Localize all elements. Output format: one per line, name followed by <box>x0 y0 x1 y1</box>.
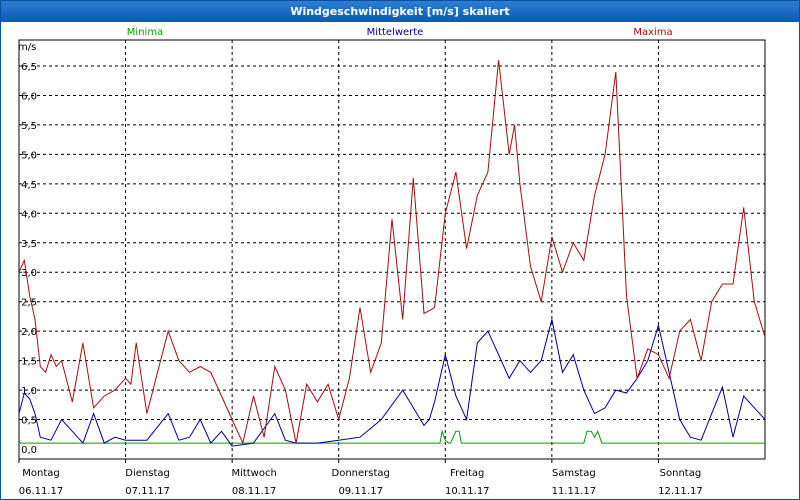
y-tick-label: 4,0 <box>21 209 37 220</box>
data-lines <box>18 60 766 447</box>
y-tick-label: 1,0 <box>21 386 37 397</box>
x-tick-day: Mittwoch <box>231 468 276 479</box>
x-tick-day: Freitag <box>450 468 484 479</box>
x-tick-date: 07.11.17 <box>125 486 170 497</box>
y-tick-label: 2,0 <box>21 327 37 338</box>
x-tick-day: Dienstag <box>125 468 170 479</box>
x-tick-date: 12.11.17 <box>658 486 703 497</box>
y-tick-label: 6,0 <box>21 91 37 102</box>
y-tick-label: 0,0 <box>21 445 37 456</box>
series-line-minima <box>19 429 765 444</box>
x-tick-date: 11.11.17 <box>552 486 597 497</box>
x-tick-date: 10.11.17 <box>445 486 490 497</box>
legend-maxima: Maxima <box>633 27 672 38</box>
legend-minima: Minima <box>127 27 163 38</box>
grid-lines <box>18 40 765 463</box>
y-tick-label: 5,0 <box>21 150 37 161</box>
y-tick-label: 3,0 <box>21 268 37 279</box>
y-tick-label: 1,5 <box>21 357 37 368</box>
x-tick-day: Samstag <box>552 468 596 479</box>
y-axis-unit: m/s <box>18 42 36 53</box>
y-tick-label: 2,5 <box>21 298 37 309</box>
plot-frame <box>18 39 766 460</box>
y-tick-label: 6,5 <box>21 62 37 73</box>
x-tick-day: Montag <box>22 468 59 479</box>
y-tick-labels: 6,5 6,0 5,5 5,0 4,5 4,0 3,5 3,0 2,5 2,0 1,5 1,0 0,5 0… <box>21 62 37 456</box>
y-tick-label: 4,5 <box>21 180 37 191</box>
y-tick-label: 5,5 <box>21 121 37 132</box>
x-tick-date: 09.11.17 <box>338 486 383 497</box>
window-title: Windgeschwindigkeit [m/s] skaliert <box>1 1 799 22</box>
x-tick-day: Donnerstag <box>332 468 390 479</box>
series-line-mittelwerte <box>18 319 766 447</box>
series-line-maxima <box>18 60 766 445</box>
x-tick-date: 06.11.17 <box>19 486 64 497</box>
y-tick-label: 0,5 <box>21 416 37 427</box>
y-tick-label: 3,5 <box>21 239 37 250</box>
legend-mittelwerte: Mittelwerte <box>367 27 424 38</box>
x-tick-date: 08.11.17 <box>232 486 277 497</box>
x-tick-labels: Montag 06.11.17 Dienstag 07.11.17 Mittwoch 08… <box>19 468 703 497</box>
x-tick-day: Sonntag <box>660 468 702 479</box>
